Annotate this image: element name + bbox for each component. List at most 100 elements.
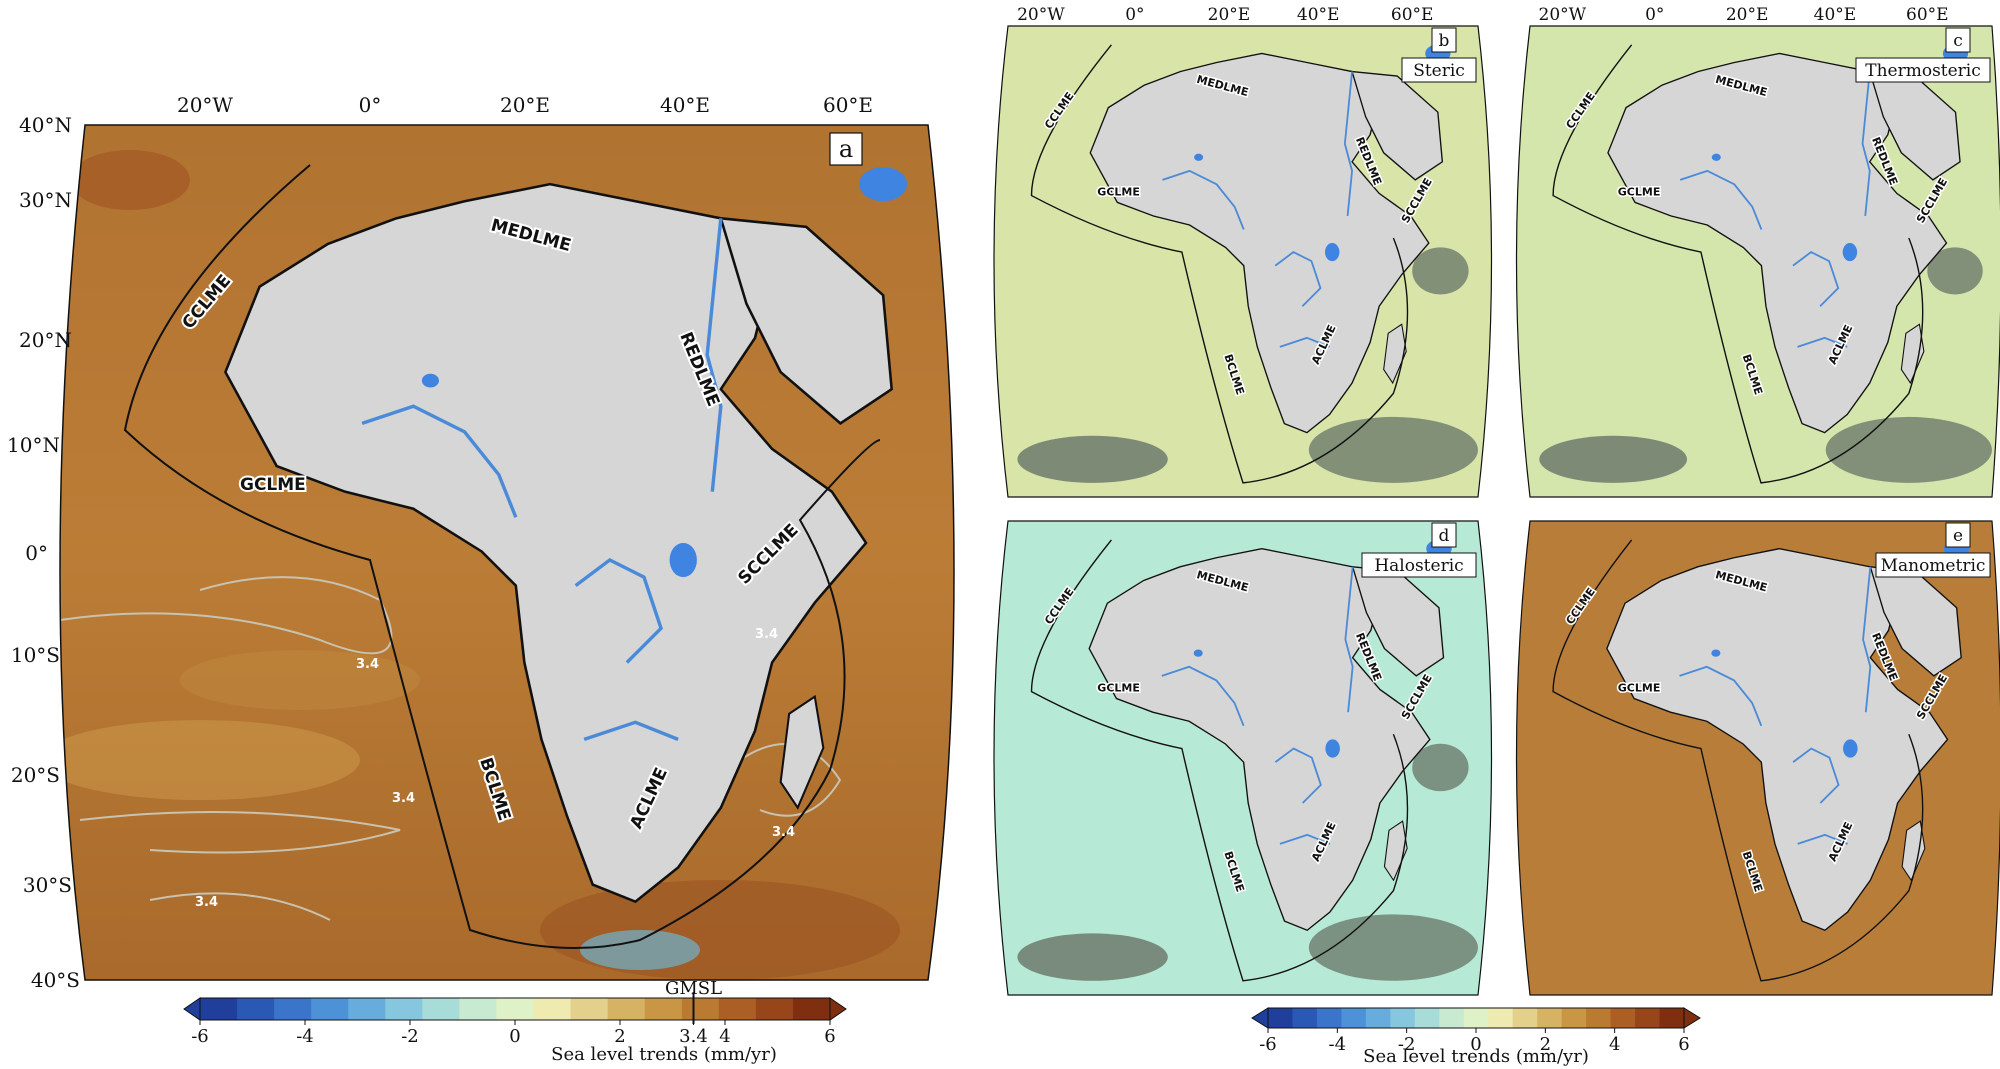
colorbar-tick-label: 6 [824,1026,835,1047]
panel-letter-box-b [1431,27,1457,53]
colorbar-small: Sea level trends (mm/yr) -6 -4 -2 0 2 4 6 [1251,1007,1701,1067]
lme-boundary-e [1552,539,1924,982]
lme-label: GCLME [1618,186,1661,199]
colorbar-swatch [1268,1008,1293,1028]
colorbar-tick-label: -4 [296,1026,314,1047]
colorbar-main: Sea level trends (mm/yr) GMSL -6 -4 -2 0 2 3.… [183,978,847,1065]
panel-letter-box-a [829,132,863,166]
lon-label: 40°E [660,93,710,117]
panel-letter-d: d [1439,526,1450,546]
colorbar-tick-label: 4 [1609,1034,1620,1055]
lon-label: 40°E [1297,5,1340,25]
colorbar-arrow-right [829,997,847,1021]
colorbar-swatch [1341,1008,1367,1028]
colorbar-swatch [1292,1008,1318,1028]
colorbar-swatch [422,998,460,1020]
colorbar-swatch [570,998,609,1020]
colorbar-swatch [1610,1008,1636,1028]
colorbar-tick-label: -4 [1329,1034,1347,1055]
colorbar-tick-label: -6 [1259,1034,1277,1055]
lon-label: 20°W [1017,5,1065,25]
colorbar-swatch [1439,1008,1465,1028]
lme-label: GCLME [1618,682,1661,695]
lat-label: 20°S [11,763,60,787]
colorbar-arrow-left [183,997,201,1021]
panel-title-box-c [1855,57,1991,83]
lat-label: 10°N [7,433,60,457]
colorbar-swatch [459,998,497,1020]
panel-letter-e: e [1953,526,1963,546]
colorbar-swatch [1586,1008,1612,1028]
panel-a: 20°W 0° 20°E 40°E 60°E 40°N 30°N 20°N 10… [7,93,955,992]
lon-label: 40°E [1814,5,1857,25]
lme-label: GCLME [1097,682,1140,695]
map-frame-b [993,25,1493,498]
panel-letter-b: b [1439,31,1450,51]
colorbar-swatch [385,998,423,1020]
panel-letter-c: c [1953,31,1963,51]
lat-label: 40°N [19,113,72,137]
colorbar-swatch [274,998,312,1020]
panel-title-e: Manometric [1881,556,1986,576]
contour-label: 3.4 [392,791,415,806]
colorbar-tick-label: 2 [614,1026,625,1047]
map-frame-c [1515,25,2000,498]
colorbar-swatch [607,998,646,1020]
colorbar-swatch [681,998,720,1020]
contour-label: 3.4 [772,825,795,840]
lat-label: 40°S [31,968,80,992]
panel-title-box-b [1401,57,1477,83]
lon-label: 60°E [1906,5,1949,25]
colorbar-tick-label: 2 [1540,1034,1551,1055]
colorbar-swatch [348,998,386,1020]
panel-letter-box-d [1431,522,1457,548]
colorbar-swatch [1512,1008,1538,1028]
colorbar-tick-label: -2 [1398,1034,1416,1055]
colorbar-swatch [644,998,683,1020]
colorbar-swatch [1463,1008,1489,1028]
lme-boundary-c [1552,44,1924,484]
gmsl-label: GMSL [665,978,722,999]
colorbar-main-title: Sea level trends (mm/yr) [551,1044,777,1065]
panel-letter-box-c [1945,27,1971,53]
panel-letter-a: a [839,135,853,163]
colorbar-arrow-right [1683,1007,1701,1029]
panel-title-d: Halosteric [1374,556,1463,576]
panel-title-c: Thermosteric [1865,61,1981,81]
panel-title-b: Steric [1413,61,1465,81]
lon-label: 0° [359,93,382,117]
colorbar-tick-label: 0 [509,1026,520,1047]
lme-boundary-a [123,164,881,949]
map-frame-e [1515,520,2000,996]
colorbar-tick-label: 3.4 [679,1026,708,1047]
lat-label: 30°S [23,873,72,897]
panel-title-box-e [1875,552,1991,578]
colorbar-tick-label: 4 [719,1026,730,1047]
colorbar-small-title: Sea level trends (mm/yr) [1363,1046,1589,1067]
contour-label: 3.4 [356,657,379,672]
colorbar-swatch [1365,1008,1391,1028]
colorbar-swatch [1561,1008,1587,1028]
lat-label: 0° [25,541,48,565]
lme-label: GCLME [1097,186,1140,199]
lon-label: 20°E [1208,5,1251,25]
colorbar-tick-label: 6 [1678,1034,1689,1055]
colorbar-swatch [1659,1008,1685,1028]
lat-label: 30°N [19,188,72,212]
lon-label: 60°E [1391,5,1434,25]
map-frame-a [59,124,955,981]
map-frame-d [993,520,1493,996]
colorbar-swatch [1537,1008,1563,1028]
colorbar-swatch [1316,1008,1342,1028]
colorbar-arrow-left [1251,1007,1269,1029]
colorbar-swatch [533,998,572,1020]
lme-boundary-b [1030,44,1409,484]
lat-label: 10°S [11,643,60,667]
lme-label: GCLME [240,475,306,495]
colorbar-swatch [718,998,757,1020]
colorbar-swatch [755,998,794,1020]
